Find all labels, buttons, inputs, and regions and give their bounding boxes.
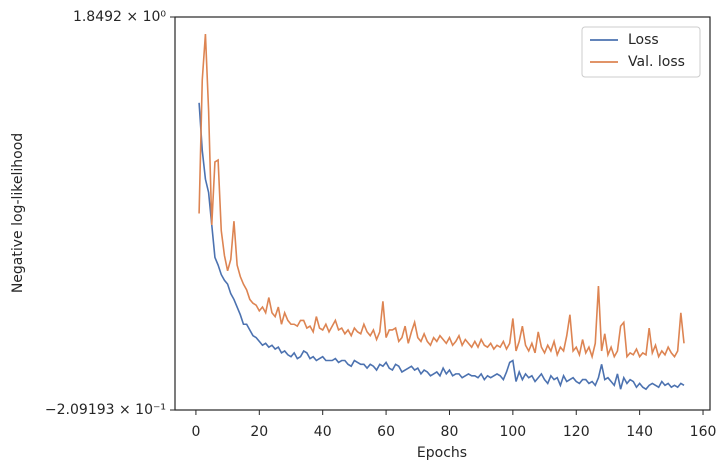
legend: Loss Val. loss — [581, 26, 701, 78]
legend-label: Loss — [628, 32, 659, 48]
x-tick-label: 80 — [441, 424, 459, 440]
legend-label: Val. loss — [628, 54, 685, 70]
y-tick-label: −2.09193 × 10⁻¹ — [45, 402, 166, 418]
x-tick-label: 120 — [563, 424, 590, 440]
x-tick-label: 0 — [191, 424, 200, 440]
x-axis-label: Epochs — [417, 445, 467, 461]
x-tick-label: 20 — [250, 424, 268, 440]
y-tick-label: 1.8492 × 10⁰ — [73, 9, 166, 25]
y-axis-label: Negative log-likelihood — [10, 133, 26, 293]
x-tick-label: 140 — [626, 424, 653, 440]
series-line — [198, 102, 685, 391]
axes-frame — [174, 16, 711, 411]
series-line — [198, 33, 685, 360]
x-tick-label: 60 — [377, 424, 395, 440]
x-tick-label: 160 — [690, 424, 717, 440]
x-tick-label: 40 — [314, 424, 332, 440]
x-tick-label: 100 — [499, 424, 526, 440]
